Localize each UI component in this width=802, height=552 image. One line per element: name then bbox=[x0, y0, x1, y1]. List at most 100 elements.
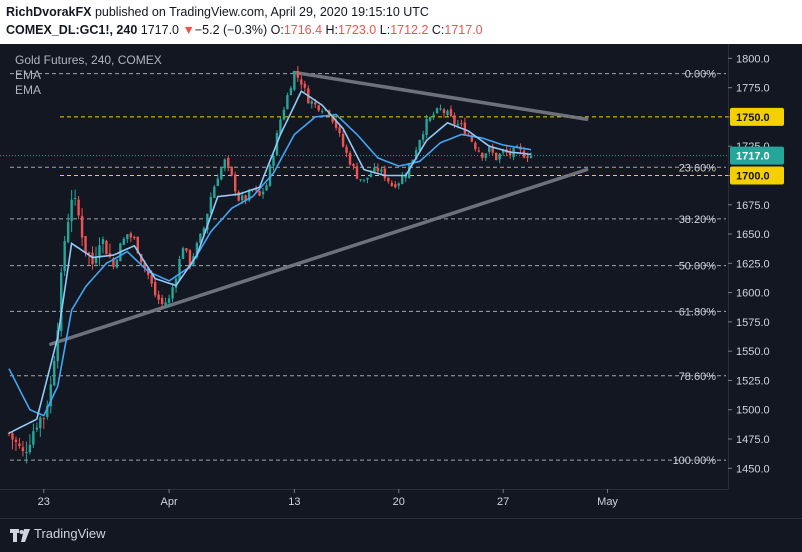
candle-body bbox=[35, 427, 39, 430]
candle-body bbox=[247, 190, 251, 201]
candle-body bbox=[310, 101, 313, 104]
trendline-resistance bbox=[292, 70, 589, 122]
footer: TradingView bbox=[0, 518, 802, 552]
candle-body bbox=[526, 156, 529, 159]
candle-body bbox=[397, 183, 400, 186]
open-value: 1716.4 bbox=[283, 23, 323, 37]
publish-info: RichDvorakFX published on TradingView.co… bbox=[6, 5, 429, 19]
x-tick-label: 20 bbox=[393, 496, 405, 508]
candle-body bbox=[63, 241, 66, 272]
x-tick-label: 13 bbox=[288, 496, 300, 508]
candle-body bbox=[453, 115, 456, 125]
candle-body bbox=[439, 108, 442, 110]
candle-body bbox=[484, 153, 487, 158]
current-price-tag-bg bbox=[730, 146, 784, 165]
candle-body bbox=[529, 155, 533, 158]
candle-body bbox=[435, 108, 439, 114]
symbol-label: COMEX_DL:GC1!, 240 bbox=[6, 23, 138, 37]
candle-body bbox=[460, 123, 463, 125]
candle-body bbox=[293, 71, 296, 90]
high-value: 1723.0 bbox=[338, 23, 377, 37]
candle-body bbox=[49, 384, 52, 407]
fib-level-label: 0.00% bbox=[685, 69, 716, 81]
candle-body bbox=[206, 213, 209, 230]
candle-body bbox=[42, 418, 45, 420]
candle-body bbox=[105, 240, 108, 255]
candle-body bbox=[411, 159, 414, 163]
candle-body bbox=[352, 163, 355, 167]
candle-body bbox=[286, 95, 289, 110]
candle-body bbox=[237, 191, 240, 201]
candle-body bbox=[261, 191, 265, 195]
candle-body bbox=[498, 153, 501, 160]
candle-body bbox=[394, 184, 397, 188]
candle-body bbox=[84, 236, 87, 253]
candle-body bbox=[73, 197, 77, 199]
candle-body bbox=[383, 168, 387, 179]
candle-body bbox=[18, 443, 21, 447]
candle-body bbox=[289, 88, 293, 96]
candle-body bbox=[428, 117, 432, 121]
candle-body bbox=[164, 302, 167, 306]
candle-body bbox=[258, 190, 261, 196]
candle-body bbox=[53, 360, 56, 386]
candle-body bbox=[491, 148, 494, 153]
candle-body bbox=[414, 150, 418, 160]
candle-body bbox=[387, 177, 390, 182]
price-level-tag: 1700.0 bbox=[736, 170, 770, 182]
open-label: O: bbox=[270, 23, 284, 37]
tradingview-logo-icon[interactable] bbox=[10, 527, 30, 543]
tradingview-brand[interactable]: TradingView bbox=[34, 526, 106, 541]
symbol-info: COMEX_DL:GC1!, 240 1717.0 ▼−5.2 (−0.3%) … bbox=[6, 23, 483, 37]
price-chart[interactable]: 1800.01775.01750.01725.01700.01675.01650… bbox=[0, 44, 802, 518]
y-tick-label: 1550.0 bbox=[736, 346, 770, 358]
candle-body bbox=[481, 152, 484, 158]
candle-body bbox=[213, 186, 216, 198]
low-value: 1712.2 bbox=[390, 23, 429, 37]
current-price-tag: 1717.0 bbox=[736, 151, 770, 163]
high-label: H: bbox=[325, 23, 339, 37]
candle-body bbox=[442, 109, 446, 114]
candle-body bbox=[234, 174, 237, 192]
x-tick-label: 27 bbox=[497, 496, 509, 508]
candle-body bbox=[98, 245, 101, 259]
down-arrow-icon: ▼ bbox=[182, 23, 195, 37]
y-tick-label: 1450.0 bbox=[736, 463, 770, 475]
candle-body bbox=[153, 282, 157, 296]
candle-body bbox=[174, 278, 178, 288]
candle-body bbox=[321, 111, 324, 113]
price-level-tag: 1750.0 bbox=[736, 112, 770, 124]
y-tick-label: 1650.0 bbox=[736, 229, 770, 241]
candle-body bbox=[70, 199, 73, 222]
y-tick-label: 1475.0 bbox=[736, 434, 770, 446]
candle-body bbox=[87, 252, 91, 255]
author-name[interactable]: RichDvorakFX bbox=[6, 5, 92, 19]
candle-body bbox=[282, 109, 286, 120]
y-tick-label: 1600.0 bbox=[736, 288, 770, 300]
close-value: 1717.0 bbox=[444, 23, 483, 37]
candle-body bbox=[317, 105, 320, 111]
candle-body bbox=[446, 110, 449, 115]
candle-body bbox=[195, 243, 199, 258]
candle-body bbox=[39, 417, 42, 429]
candle-body bbox=[404, 176, 407, 178]
candle-body bbox=[314, 102, 317, 105]
fib-level-label: 38.20% bbox=[679, 214, 717, 226]
candle-body bbox=[126, 234, 129, 240]
candle-body bbox=[220, 168, 223, 180]
chart-area[interactable]: 1800.01775.01750.01725.01700.01675.01650… bbox=[0, 44, 802, 518]
chart-legend: Gold Futures, 240, COMEX EMA EMA bbox=[15, 53, 162, 98]
y-tick-label: 1625.0 bbox=[736, 258, 770, 270]
y-tick-label: 1800.0 bbox=[736, 53, 770, 65]
candle-body bbox=[199, 233, 202, 243]
candle-body bbox=[456, 124, 460, 126]
candle-body bbox=[362, 179, 366, 181]
candle-body bbox=[501, 150, 505, 153]
legend-ema-2: EMA bbox=[15, 83, 42, 97]
candle-body bbox=[94, 256, 98, 264]
legend-title: Gold Futures, 240, COMEX bbox=[15, 53, 162, 67]
candle-body bbox=[348, 152, 352, 165]
candle-body bbox=[188, 250, 192, 266]
candle-body bbox=[202, 228, 206, 235]
legend-ema-1: EMA bbox=[15, 68, 42, 82]
